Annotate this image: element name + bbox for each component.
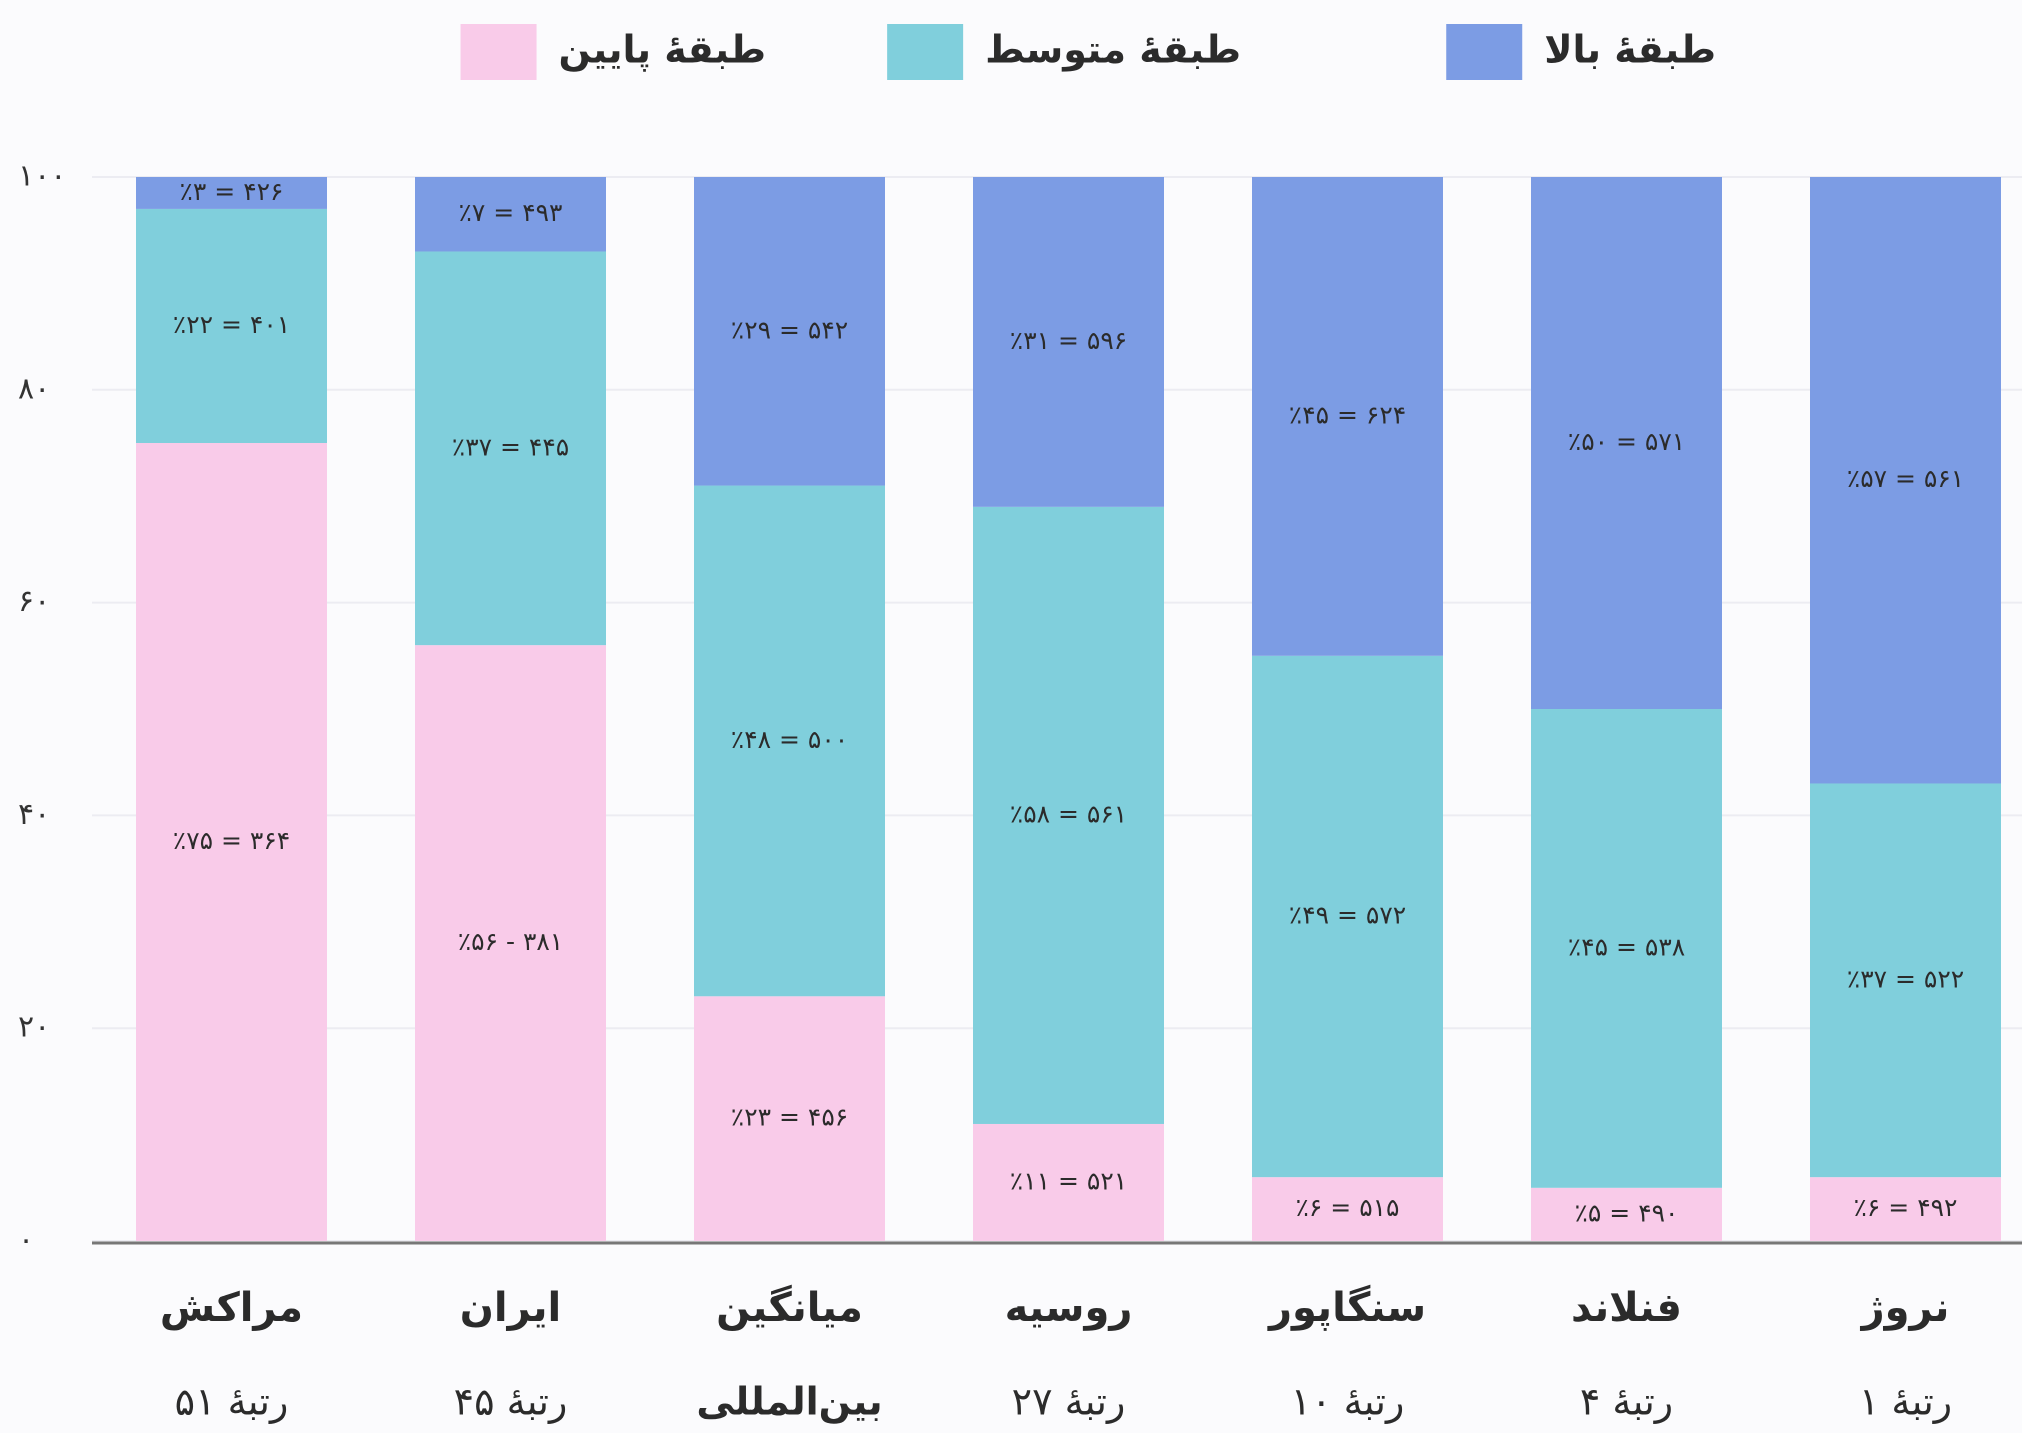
value-label: ٪۴۹ = ۵۷۲ bbox=[1289, 900, 1406, 929]
x-tick-sublabel: بین‌المللی bbox=[696, 1380, 882, 1424]
x-tick-sublabel: رتبهٔ ۲۷ bbox=[1012, 1380, 1126, 1424]
legend-swatch bbox=[1446, 24, 1523, 80]
bar-segment bbox=[1531, 177, 1722, 709]
y-tick-label: ۱۰۰ bbox=[18, 159, 66, 194]
bar-segment bbox=[1810, 1177, 2001, 1241]
y-tick-label: ۸۰ bbox=[18, 371, 50, 406]
bar-segment bbox=[136, 443, 327, 1241]
bar-segment bbox=[1252, 177, 1443, 656]
bar-segment bbox=[1531, 1187, 1722, 1241]
y-tick-label: ۴۰ bbox=[18, 797, 50, 832]
x-tick-label: ایران bbox=[460, 1285, 561, 1331]
value-label: ٪۵ = ۴۹۰ bbox=[1575, 1198, 1679, 1227]
legend-swatch bbox=[887, 24, 964, 80]
x-tick-label: میانگین bbox=[716, 1284, 863, 1331]
value-label: ٪۶ = ۴۹۲ bbox=[1854, 1193, 1958, 1222]
bar-segment bbox=[1252, 655, 1443, 1178]
bar-segment bbox=[1810, 177, 2001, 784]
bar-segment bbox=[1252, 1177, 1443, 1241]
x-tick-label: مراکش bbox=[160, 1285, 303, 1331]
value-label: ٪۴۸ = ۵۰۰ bbox=[731, 725, 848, 754]
bar-segment bbox=[136, 208, 327, 443]
x-tick-label: سنگاپور bbox=[1267, 1284, 1426, 1331]
bar-segment bbox=[415, 645, 606, 1241]
value-label: ٪۲۹ = ۵۴۲ bbox=[731, 315, 848, 344]
x-tick-label: روسیه bbox=[1005, 1285, 1133, 1331]
bar-segment bbox=[415, 177, 606, 252]
bar-segment bbox=[973, 177, 1164, 507]
bar-segment bbox=[694, 996, 885, 1241]
bar-segment bbox=[136, 177, 327, 209]
value-label: ٪۳ = ۴۲۶ bbox=[180, 177, 284, 206]
y-tick-label: ۰ bbox=[18, 1223, 34, 1258]
bar-segment bbox=[973, 1123, 1164, 1241]
value-label: ٪۶ = ۵۱۵ bbox=[1296, 1193, 1400, 1222]
bar-segment bbox=[415, 251, 606, 646]
value-label: ٪۵۰ = ۵۷۱ bbox=[1568, 427, 1685, 456]
value-label: ٪۳۱ = ۵۹۶ bbox=[1010, 326, 1127, 355]
x-tick-sublabel: رتبهٔ ۴۵ bbox=[454, 1380, 568, 1424]
value-label: ٪۵۸ = ۵۶۱ bbox=[1010, 799, 1127, 828]
legend-label: طبقهٔ بالا bbox=[1544, 28, 1716, 72]
value-label: ٪۷۵ = ۳۶۴ bbox=[173, 826, 290, 855]
x-tick-sublabel: رتبهٔ ۱ bbox=[1859, 1380, 1952, 1424]
bar-segment bbox=[694, 177, 885, 486]
legend-swatch bbox=[460, 24, 537, 80]
value-label: ٪۳۷ = ۵۲۲ bbox=[1847, 964, 1964, 993]
bar-segment bbox=[694, 485, 885, 997]
legend-label: طبقهٔ پایین bbox=[559, 28, 766, 72]
x-tick-sublabel: رتبهٔ ۱۰ bbox=[1291, 1380, 1405, 1424]
value-label: ٪۵۶ - ۳۸۱ bbox=[458, 927, 563, 956]
y-tick-label: ۶۰ bbox=[18, 584, 50, 619]
value-label: ٪۴۵ = ۵۳۸ bbox=[1568, 932, 1685, 961]
legend-label: طبقهٔ متوسط bbox=[985, 28, 1241, 72]
x-tick-label: نروژ bbox=[1860, 1285, 1950, 1331]
value-label: ٪۲۲ = ۴۰۱ bbox=[173, 310, 290, 339]
x-tick-label: فنلاند bbox=[1571, 1285, 1682, 1331]
y-tick-label: ۲۰ bbox=[18, 1010, 50, 1045]
value-label: ٪۵۷ = ۵۶۱ bbox=[1847, 464, 1964, 493]
value-label: ٪۳۷ = ۴۴۵ bbox=[452, 432, 569, 461]
x-tick-sublabel: رتبهٔ ۵۱ bbox=[175, 1380, 289, 1424]
bar-segment bbox=[1531, 709, 1722, 1188]
bar-segment bbox=[1810, 783, 2001, 1178]
value-label: ٪۲۳ = ۴۵۶ bbox=[731, 1103, 848, 1132]
value-label: ٪۱۱ = ۵۲۱ bbox=[1010, 1166, 1127, 1195]
value-label: ٪۴۵ = ۶۲۴ bbox=[1289, 400, 1406, 429]
x-tick-sublabel: رتبهٔ ۴ bbox=[1580, 1380, 1673, 1424]
value-label: ٪۷ = ۴۹۳ bbox=[459, 198, 563, 227]
bar-segment bbox=[973, 506, 1164, 1124]
